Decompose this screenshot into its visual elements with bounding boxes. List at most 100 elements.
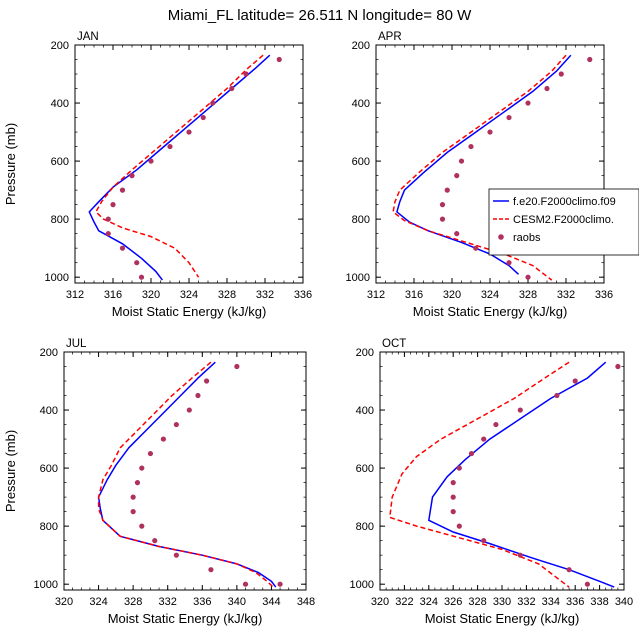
x-tick-label: 340 bbox=[228, 596, 246, 608]
x-tick-label: 328 bbox=[124, 596, 142, 608]
raobs-point bbox=[173, 421, 179, 428]
plot-area bbox=[97, 361, 283, 588]
x-tick-label: 332 bbox=[517, 596, 535, 608]
y-tick-label: 800 bbox=[352, 214, 370, 226]
x-axis-title: Moist Static Energy (kJ/kg) bbox=[413, 304, 568, 319]
raobs-point bbox=[493, 421, 499, 428]
y-tick-label: 600 bbox=[51, 156, 69, 168]
panel-jan: JAN 312 316 320 324 328 332 336 200 400 600 800 1000… bbox=[3, 31, 312, 319]
x-tick-label: 336 bbox=[595, 289, 613, 301]
plot-frame bbox=[74, 44, 304, 284]
raobs-point bbox=[506, 114, 512, 121]
raobs-point bbox=[208, 567, 214, 573]
y-tick-label: 400 bbox=[356, 405, 374, 417]
raobs-point bbox=[450, 480, 456, 486]
raobs-point bbox=[110, 202, 116, 208]
raobs-point bbox=[195, 392, 201, 399]
raobs-point bbox=[544, 85, 550, 92]
f09-series-line bbox=[88, 54, 271, 281]
x-axis-title: Moist Static Energy (kJ/kg) bbox=[425, 611, 580, 626]
raobs-point bbox=[148, 158, 154, 164]
raobs-point bbox=[615, 363, 621, 370]
raobs-point bbox=[487, 129, 493, 135]
raobs-point bbox=[456, 465, 462, 471]
y-tick-label: 800 bbox=[356, 521, 374, 533]
raobs-point bbox=[186, 407, 192, 413]
panel-label: JAN bbox=[77, 31, 99, 43]
raobs-point bbox=[558, 71, 564, 77]
raobs-point bbox=[517, 552, 523, 558]
raobs-point bbox=[186, 129, 192, 135]
raobs-point bbox=[147, 450, 154, 457]
x-tick-label: 320 bbox=[443, 289, 461, 301]
raobs-point bbox=[454, 173, 460, 179]
raobs-point bbox=[200, 114, 206, 121]
raobs-point bbox=[243, 71, 249, 77]
raobs-point bbox=[456, 523, 462, 529]
raobs-point bbox=[277, 581, 283, 587]
raobs-point bbox=[454, 231, 460, 237]
raobs-point bbox=[229, 85, 235, 92]
raobs-point bbox=[129, 173, 135, 179]
y-axis-title: Pressure (mb) bbox=[3, 430, 18, 512]
x-tick-label: 324 bbox=[420, 596, 438, 608]
x-axis-title: Moist Static Energy (kJ/kg) bbox=[108, 611, 263, 626]
cesm2-series-line bbox=[94, 54, 264, 278]
x-tick-label: 336 bbox=[193, 596, 211, 608]
y-tick-label: 400 bbox=[352, 98, 370, 110]
raobs-point bbox=[234, 363, 240, 370]
y-tick-label: 800 bbox=[40, 521, 58, 533]
legend: f.e20.F2000climo.f09 CESM2.F2000climo. rao… bbox=[488, 188, 639, 256]
legend-box bbox=[488, 188, 639, 256]
raobs-point bbox=[138, 274, 145, 280]
x-tick-label: 332 bbox=[256, 289, 274, 301]
raobs-point bbox=[450, 509, 456, 515]
panel-label: APR bbox=[378, 31, 402, 43]
x-tick-label: 338 bbox=[590, 596, 608, 608]
x-tick-label: 336 bbox=[566, 596, 584, 608]
y-tick-label: 400 bbox=[40, 405, 58, 417]
x-tick-label: 320 bbox=[371, 596, 389, 608]
legend-entry: f.e20.F2000climo.f09 bbox=[513, 196, 616, 208]
raobs-point bbox=[242, 581, 249, 587]
y-tick-label: 200 bbox=[352, 40, 370, 52]
raobs-point bbox=[134, 260, 140, 266]
raobs-point bbox=[439, 216, 446, 222]
x-tick-label: 328 bbox=[519, 289, 537, 301]
cesm2-series-line bbox=[392, 54, 567, 281]
raobs-point bbox=[276, 56, 282, 63]
raobs-point bbox=[525, 100, 531, 106]
raobs-point bbox=[458, 158, 465, 164]
panel-apr: APR 312 316 320 324 328 332 336 200 400 600 800 1000… bbox=[346, 31, 614, 319]
panel-oct: OCT 320 322 324 326 328 330 332 334 336 338 340 200 4… bbox=[350, 338, 634, 626]
x-tick-label: 324 bbox=[180, 289, 198, 301]
plot-frame bbox=[379, 351, 625, 591]
y-tick-label: 200 bbox=[51, 40, 69, 52]
raobs-point bbox=[572, 378, 578, 384]
raobs-point bbox=[139, 465, 145, 471]
raobs-point bbox=[481, 436, 487, 442]
x-tick-label: 316 bbox=[405, 289, 423, 301]
x-axis-title: Moist Static Energy (kJ/kg) bbox=[112, 304, 267, 319]
x-tick-label: 332 bbox=[159, 596, 177, 608]
y-tick-label: 200 bbox=[356, 347, 374, 359]
raobs-point bbox=[506, 260, 512, 266]
x-tick-label: 328 bbox=[218, 289, 236, 301]
x-tick-label: 348 bbox=[297, 596, 315, 608]
y-tick-label: 800 bbox=[51, 214, 69, 226]
cesm2-series-line bbox=[97, 361, 274, 588]
x-tick-label: 322 bbox=[395, 596, 413, 608]
raobs-point bbox=[554, 392, 560, 399]
raobs-point bbox=[481, 538, 487, 544]
raobs-point bbox=[134, 480, 141, 486]
raobs-point bbox=[444, 187, 450, 193]
x-tick-label: 330 bbox=[493, 596, 511, 608]
panel-label: JUL bbox=[66, 338, 87, 350]
panel-label: OCT bbox=[382, 338, 406, 350]
plot-area bbox=[392, 54, 593, 281]
y-tick-label: 1000 bbox=[45, 272, 69, 284]
legend-entry: raobs bbox=[513, 232, 541, 244]
raobs-point bbox=[468, 450, 475, 457]
raobs-point bbox=[160, 436, 166, 442]
f09-series-line bbox=[97, 361, 277, 588]
